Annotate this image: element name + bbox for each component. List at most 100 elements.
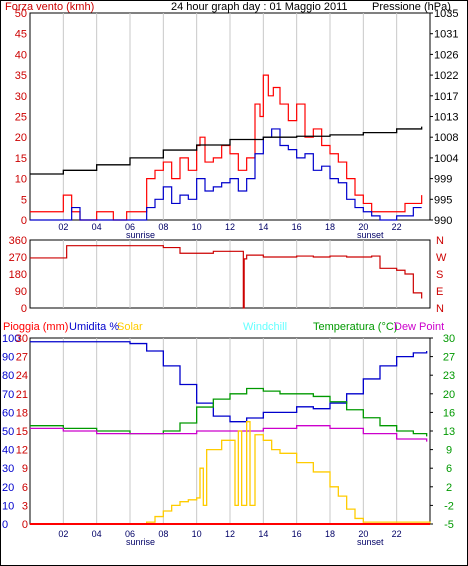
temp-tick-label: 13: [443, 426, 455, 438]
pressure-tick-label: 1008: [434, 132, 458, 144]
pressure-tick-label: 995: [434, 194, 452, 206]
temp-humidity-chart: 0 10 20 30 40 50 60 70 80 90 100 0 3 6 9 12 15 18 21 24 27 3…: [2, 321, 455, 547]
pressure-right-ticks: 990 995 999 1004 1008 1013 1017 1022 1026 1031 103…: [430, 8, 458, 227]
sunset-label-bottom: sunset: [357, 537, 384, 547]
compass-tick-label: W: [436, 252, 447, 264]
hour-tick-label: 14: [258, 222, 268, 232]
direction-tick-label: 180: [9, 269, 27, 281]
rain-tick-label: 0: [22, 519, 28, 531]
temp-tick-label: 23: [443, 370, 455, 382]
wind-series: [30, 74, 423, 221]
wind-tick-label: 0: [21, 215, 27, 227]
temp-tick-label: 30: [443, 333, 455, 345]
pressure-tick-label: 1035: [434, 8, 458, 20]
hour-tick-label: 04: [92, 529, 102, 539]
hour-tick-label: 18: [325, 529, 335, 539]
rain-tick-label: 15: [16, 426, 28, 438]
series-vento: [30, 128, 422, 221]
wind-tick-label: 50: [15, 8, 27, 20]
legend-label: Temperatura (°C): [313, 321, 397, 333]
humidity-tick-label: 40: [2, 445, 14, 457]
hour-tick-label: 10: [192, 222, 202, 232]
compass-tick-label: S: [436, 269, 443, 281]
temp-tick-label: -5: [444, 519, 454, 531]
humidity-tick-label: 80: [2, 370, 14, 382]
pressure-tick-label: 1013: [434, 112, 458, 124]
rain-tick-label: 27: [16, 352, 28, 364]
hour-tick-label: 18: [325, 222, 335, 232]
pressure-tick-label: 999: [434, 174, 452, 186]
humidity-tick-label: 70: [2, 389, 14, 401]
rain-tick-label: 9: [22, 463, 28, 475]
series-raffica: [30, 74, 423, 221]
graph-title: 24 hour graph day : 01 Maggio 2011: [171, 1, 348, 13]
hour-tick-label: 02: [58, 529, 68, 539]
hour-tick-label: 12: [225, 222, 235, 232]
compass-tick-label: N: [436, 235, 444, 247]
wind-left-ticks: 0 5 10 15 20 25 30 35 40 45 50: [15, 8, 27, 227]
temp-tick-label: -2: [444, 500, 454, 512]
compass-tick-label: E: [436, 286, 443, 298]
wind-tick-label: 5: [21, 194, 27, 206]
direction-series: [30, 245, 423, 309]
legend-label: Pioggia (mm): [3, 321, 68, 333]
temp-series: [30, 341, 431, 525]
rain-tick-label: 30: [16, 333, 28, 345]
humidity-tick-label: 50: [2, 426, 14, 438]
temp-tick-label: 20: [443, 389, 455, 401]
temp-tick-label: 6: [446, 463, 452, 475]
sunrise-label-bottom: sunrise: [126, 537, 155, 547]
wind-tick-label: 25: [15, 112, 27, 124]
legend-label: Solar: [117, 321, 143, 333]
hour-tick-label: 06: [125, 529, 135, 539]
legend-label: Umidita %: [69, 321, 119, 333]
hour-tick-label: 22: [392, 222, 402, 232]
pressure-axis-label: Pressione (hPa): [372, 1, 451, 13]
legend-label: Windchill: [243, 321, 287, 333]
series-line: [30, 341, 428, 423]
rain-tick-label: 21: [16, 389, 28, 401]
pressure-tick-label: 1026: [434, 49, 458, 61]
sunrise-label-top: sunrise: [126, 230, 155, 240]
direction-tick-label: 270: [9, 252, 27, 264]
pressure-tick-label: 1031: [434, 29, 458, 41]
humidity-tick-label: 20: [2, 482, 14, 494]
hour-tick-label: 14: [258, 529, 268, 539]
humidity-tick-label: 10: [2, 500, 14, 512]
series-pressione: [30, 126, 423, 175]
rain-tick-label: 24: [16, 370, 28, 382]
pressure-tick-label: 1004: [434, 153, 458, 165]
hour-tick-label: 20: [358, 529, 368, 539]
hour-tick-label: 06: [125, 222, 135, 232]
hour-tick-label: 22: [392, 529, 402, 539]
wind-tick-label: 20: [15, 132, 27, 144]
rain-tick-label: 3: [22, 500, 28, 512]
compass-tick-label: N: [436, 303, 444, 315]
pressure-tick-label: 1022: [434, 70, 458, 82]
wind-axis-label: Forza vento (kmh): [5, 1, 94, 13]
direction-tick-label: 90: [15, 286, 27, 298]
hour-tick-label: 02: [58, 222, 68, 232]
wind-tick-label: 10: [15, 174, 27, 186]
direction-tick-label: 360: [9, 235, 27, 247]
temp-x-ticks: 02 04 06 08 10 12 14 16 18 20 22: [58, 529, 401, 539]
temperature-ticks: -5 -2 2 6 9 13 16 20 23 27 30: [430, 333, 455, 531]
direction-grid: [62, 240, 398, 308]
pressure-tick-label: 1017: [434, 91, 458, 103]
pressure-tick-label: 990: [434, 215, 452, 227]
wind-tick-label: 35: [15, 70, 27, 82]
hour-tick-label: 16: [292, 222, 302, 232]
humidity-tick-label: 60: [2, 407, 14, 419]
humidity-ticks: 0 10 20 30 40 50 60 70 80 90 100: [2, 333, 20, 531]
humidity-tick-label: 30: [2, 463, 14, 475]
wind-tick-label: 40: [15, 49, 27, 61]
rain-tick-label: 12: [16, 445, 28, 457]
rain-tick-label: 18: [16, 407, 28, 419]
rain-ticks: 0 3 6 9 12 15 18 21 24 27 30: [16, 333, 28, 531]
rain-tick-label: 6: [22, 482, 28, 494]
temp-tick-label: 9: [446, 445, 452, 457]
